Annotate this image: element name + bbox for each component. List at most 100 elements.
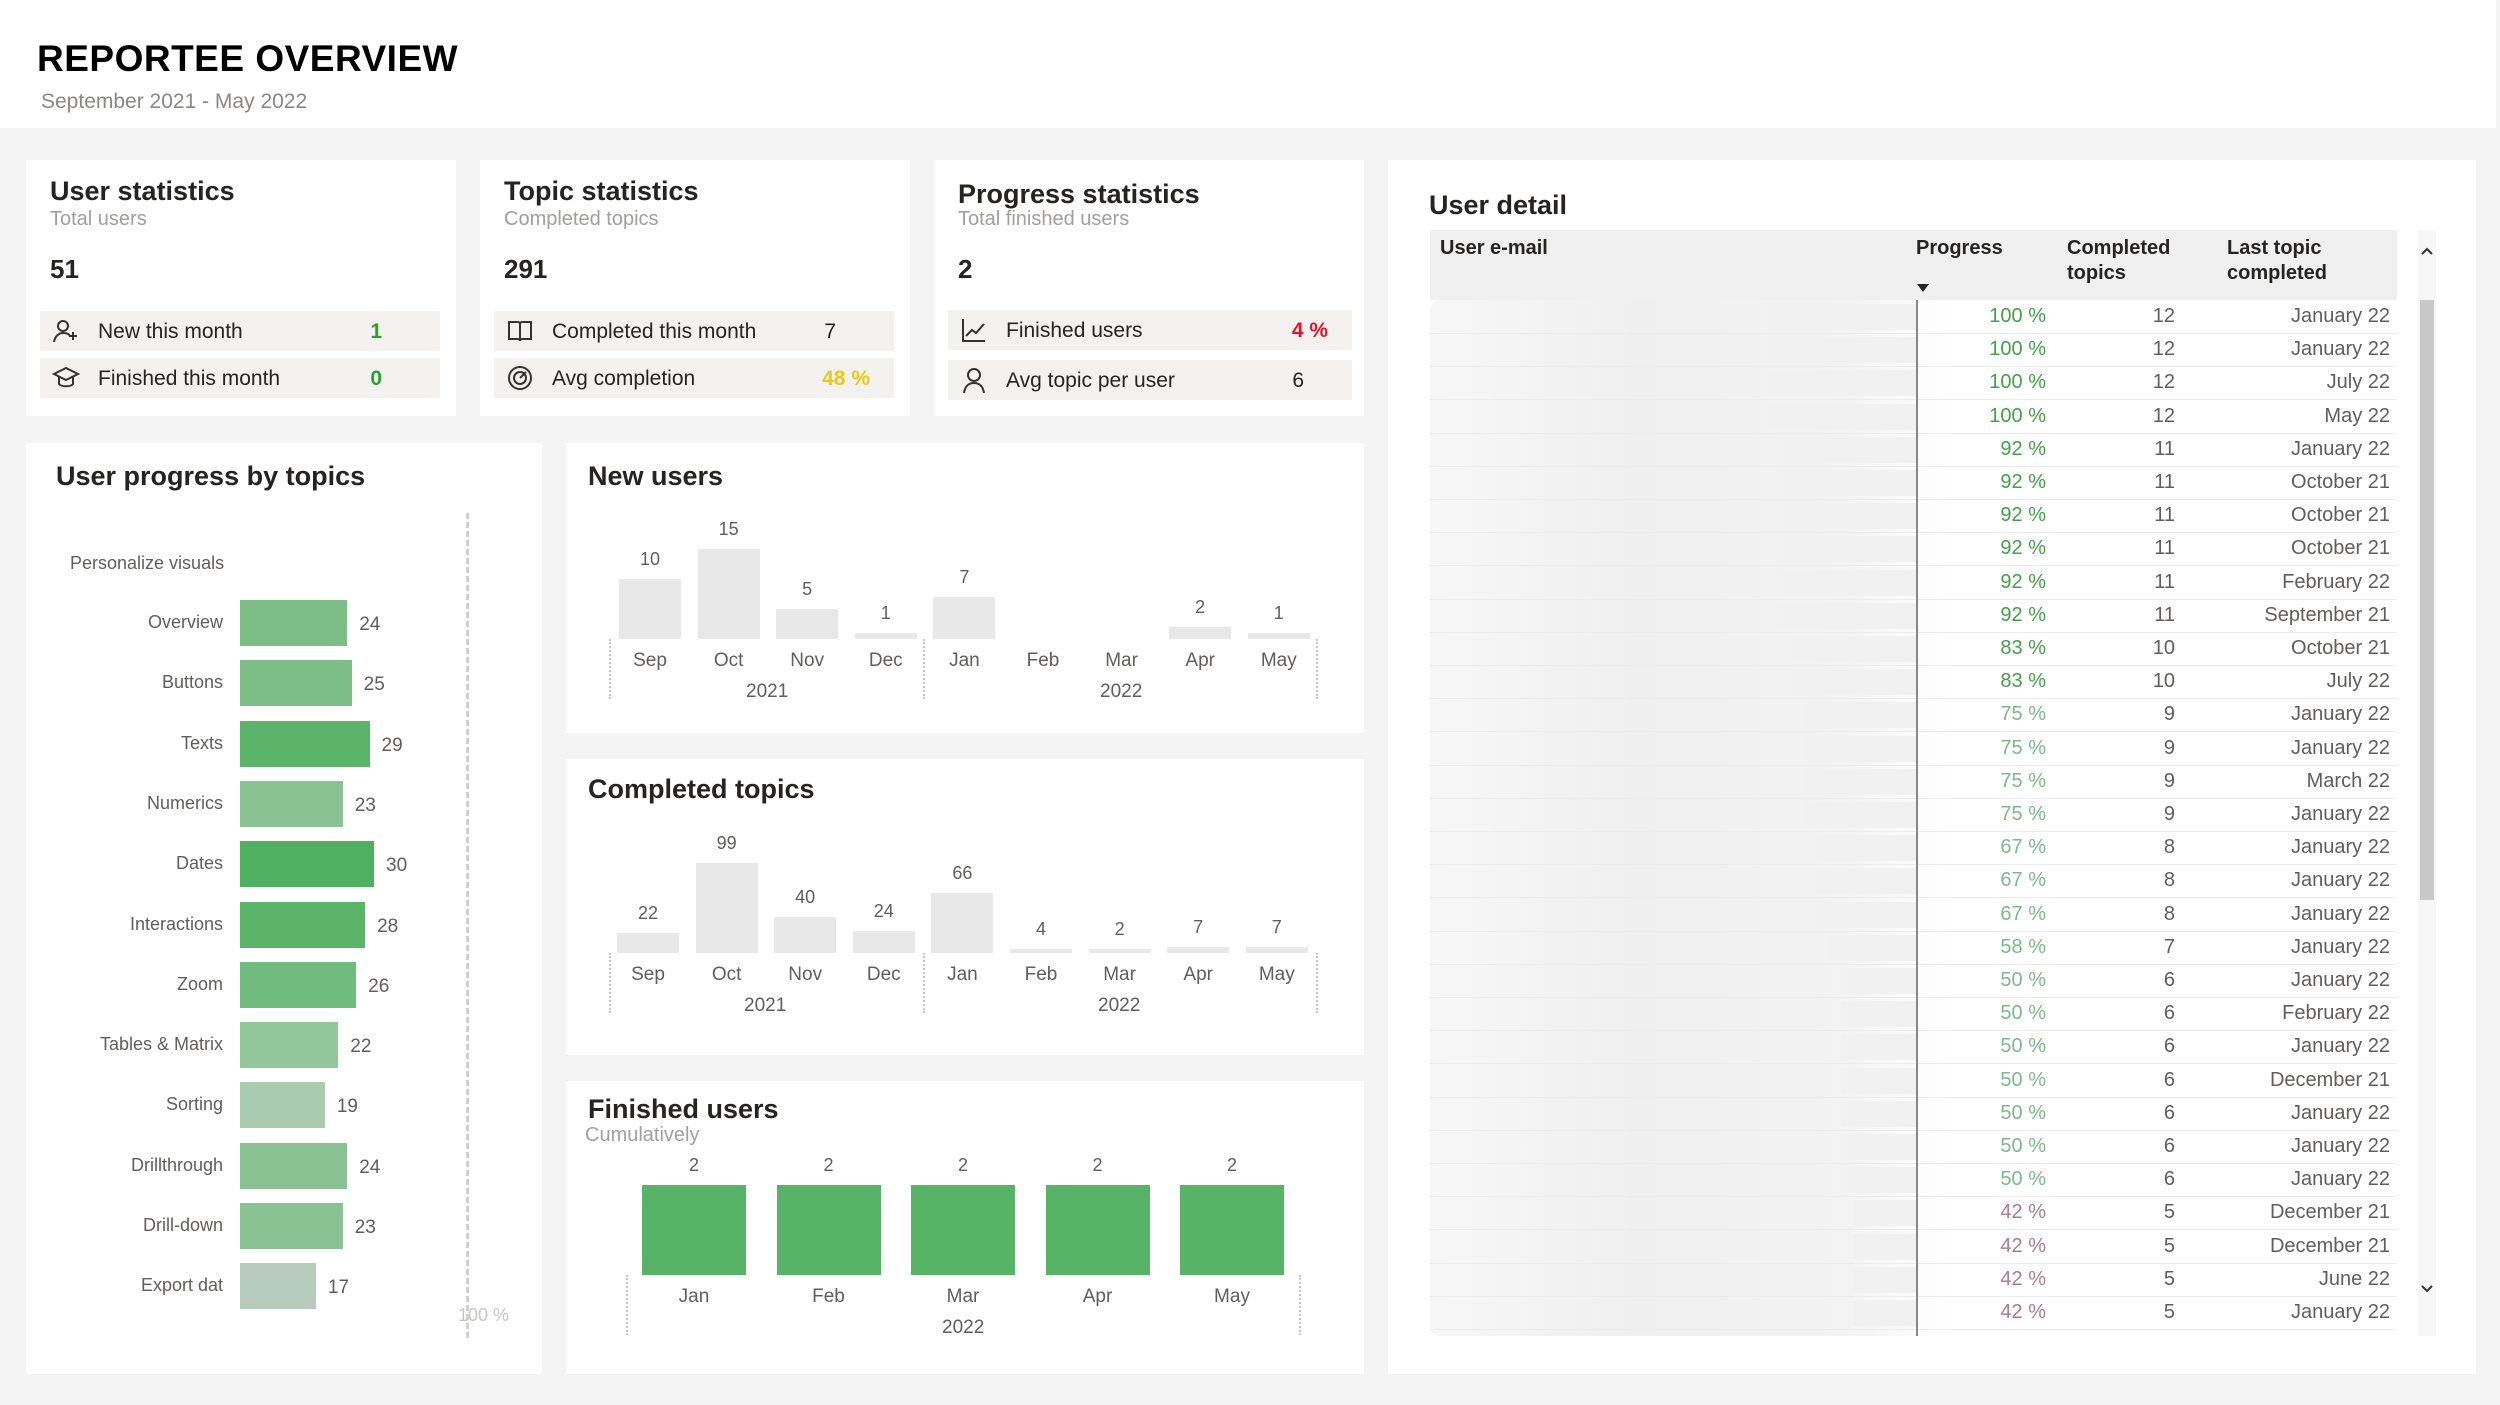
sort-descending-icon[interactable] bbox=[1915, 282, 1931, 294]
table-row[interactable]: 75 % 9 January 22 bbox=[1430, 798, 2397, 832]
completed-topics-cell: 5 bbox=[2163, 1201, 2175, 1224]
progress-cell: 67 % bbox=[2000, 869, 2046, 892]
topic-bar[interactable] bbox=[240, 720, 370, 767]
table-row[interactable]: 67 % 8 January 22 bbox=[1430, 898, 2397, 932]
bar[interactable] bbox=[619, 579, 681, 639]
progress-statistics-card[interactable]: Progress statistics Total finished users… bbox=[934, 160, 1364, 416]
topic-label[interactable]: Dates bbox=[175, 853, 223, 874]
column-last-topic[interactable]: Last topic completed bbox=[2227, 236, 2327, 286]
topic-label[interactable]: Interactions bbox=[129, 913, 223, 934]
bar[interactable] bbox=[1180, 1185, 1284, 1275]
completed-topics-chart[interactable]: Completed topics 22 Sep 99 Oct 40 Nov 24 Dec 66 J… bbox=[566, 759, 1364, 1055]
table-row[interactable]: 83 % 10 July 22 bbox=[1430, 665, 2397, 700]
topic-label[interactable]: Numerics bbox=[146, 792, 223, 813]
table-row[interactable]: 67 % 8 January 22 bbox=[1430, 831, 2397, 866]
table-row[interactable]: 75 % 9 March 22 bbox=[1430, 765, 2397, 799]
scrollbar-track[interactable] bbox=[2418, 230, 2436, 1336]
table-row[interactable]: 50 % 6 February 22 bbox=[1430, 997, 2397, 1032]
table-row[interactable]: 92 % 11 February 22 bbox=[1430, 566, 2397, 600]
column-completed-topics[interactable]: Completed topics bbox=[2067, 236, 2170, 286]
x-axis-label: May bbox=[1214, 1286, 1250, 1307]
topic-bar[interactable] bbox=[240, 600, 348, 646]
table-row[interactable]: 92 % 11 October 21 bbox=[1430, 466, 2397, 500]
user-statistics-card[interactable]: User statistics Total users 51 New this … bbox=[26, 160, 456, 416]
bar[interactable] bbox=[776, 1185, 881, 1275]
bar[interactable] bbox=[697, 549, 760, 639]
bar[interactable] bbox=[642, 1185, 746, 1275]
table-row[interactable]: 92 % 11 September 21 bbox=[1430, 599, 2397, 633]
progress-bar-bg bbox=[1829, 934, 1916, 961]
topic-label[interactable]: Drillthrough bbox=[130, 1154, 223, 1175]
table-row[interactable]: 42 % 5 December 21 bbox=[1430, 1196, 2397, 1231]
topic-bar[interactable] bbox=[240, 961, 357, 1008]
topic-bar[interactable] bbox=[240, 780, 343, 827]
topic-bar[interactable] bbox=[240, 660, 352, 707]
bar[interactable] bbox=[911, 1185, 1015, 1275]
table-row[interactable]: 75 % 9 January 22 bbox=[1430, 732, 2397, 766]
topic-label[interactable]: Tables & Matrix bbox=[99, 1034, 223, 1055]
table-row[interactable]: 50 % 6 January 22 bbox=[1430, 1163, 2397, 1198]
scrollbar-thumb[interactable] bbox=[2420, 300, 2434, 900]
chart-title: New users bbox=[588, 461, 724, 491]
topic-bar[interactable] bbox=[240, 841, 374, 888]
scroll-down-icon[interactable] bbox=[2418, 1282, 2436, 1296]
table-row[interactable]: 58 % 7 January 22 bbox=[1430, 931, 2397, 965]
topic-bar[interactable] bbox=[240, 1142, 348, 1189]
topic-bar[interactable] bbox=[240, 1022, 339, 1069]
topic-bar[interactable] bbox=[240, 1082, 325, 1129]
table-row[interactable]: 100 % 12 July 22 bbox=[1430, 366, 2397, 401]
finished-users-chart[interactable]: Finished users Cumulatively 2 Jan 2 Feb 2 Mar… bbox=[566, 1081, 1364, 1374]
topic-label[interactable]: Zoom bbox=[176, 973, 223, 994]
bar[interactable] bbox=[931, 893, 994, 953]
table-row[interactable]: 50 % 6 December 21 bbox=[1430, 1064, 2397, 1098]
table-row[interactable]: 92 % 11 October 21 bbox=[1430, 532, 2397, 567]
topic-label[interactable]: Drill-down bbox=[142, 1215, 223, 1235]
bar[interactable] bbox=[1045, 1185, 1150, 1275]
user-detail-table[interactable]: User detail User e-mail Progress Complet… bbox=[1388, 160, 2476, 1374]
bar[interactable] bbox=[933, 597, 996, 639]
table-row[interactable]: 42 % 5 January 22 bbox=[1430, 1296, 2397, 1330]
table-row[interactable]: 50 % 6 January 22 bbox=[1430, 1130, 2397, 1164]
progress-cell: 83 % bbox=[2000, 637, 2046, 659]
table-row[interactable]: 100 % 12 January 22 bbox=[1430, 333, 2397, 368]
table-row[interactable]: 100 % 12 January 22 bbox=[1430, 300, 2397, 334]
new-users-chart[interactable]: New users 10 Sep 15 Oct 5 Nov 1 Dec 7 Jan Feb Mar 2 A… bbox=[566, 443, 1364, 733]
bar[interactable] bbox=[695, 863, 758, 953]
table-row[interactable]: 92 % 11 October 21 bbox=[1430, 499, 2397, 534]
user-progress-chart[interactable]: User progress by topics Personalize visu… bbox=[26, 443, 542, 1374]
table-row[interactable]: 100 % 12 May 22 bbox=[1430, 400, 2397, 434]
bar[interactable] bbox=[774, 916, 837, 953]
table-row[interactable]: 75 % 9 January 22 bbox=[1430, 698, 2397, 733]
table-row[interactable]: 92 % 11 January 22 bbox=[1430, 433, 2397, 467]
bar[interactable] bbox=[617, 933, 679, 953]
bar[interactable] bbox=[1010, 949, 1072, 953]
topic-bar[interactable] bbox=[240, 901, 366, 948]
bar[interactable] bbox=[1247, 633, 1310, 639]
topic-label[interactable]: Texts bbox=[180, 732, 223, 753]
bar[interactable] bbox=[1167, 946, 1230, 953]
topic-label[interactable]: Sorting bbox=[165, 1094, 223, 1115]
topic-bar[interactable] bbox=[240, 1203, 343, 1249]
bar[interactable] bbox=[1088, 949, 1151, 953]
bar[interactable] bbox=[776, 609, 839, 639]
column-progress[interactable]: Progress bbox=[1916, 237, 2003, 259]
table-row[interactable]: 67 % 8 January 22 bbox=[1430, 864, 2397, 899]
bar[interactable] bbox=[852, 931, 915, 953]
scroll-up-icon[interactable] bbox=[2418, 244, 2436, 258]
table-row[interactable]: 50 % 6 January 22 bbox=[1430, 1097, 2397, 1131]
topic-bar[interactable] bbox=[240, 1263, 316, 1310]
table-row[interactable]: 50 % 6 January 22 bbox=[1430, 1030, 2397, 1065]
bar[interactable] bbox=[854, 633, 917, 639]
column-user-email[interactable]: User e-mail bbox=[1440, 237, 1548, 259]
completed-topics-cell: 9 bbox=[2163, 736, 2175, 759]
topic-label[interactable]: Export dat bbox=[140, 1275, 223, 1296]
table-row[interactable]: 50 % 6 January 22 bbox=[1430, 964, 2397, 998]
topic-statistics-card[interactable]: Topic statistics Completed topics 291 Co… bbox=[480, 160, 910, 416]
table-row[interactable]: 42 % 5 June 22 bbox=[1430, 1263, 2397, 1297]
bar[interactable] bbox=[1169, 627, 1232, 639]
bar[interactable] bbox=[1245, 946, 1308, 953]
topic-label[interactable]: Buttons bbox=[161, 672, 223, 693]
table-row[interactable]: 83 % 10 October 21 bbox=[1430, 632, 2397, 666]
table-row[interactable]: 42 % 5 December 21 bbox=[1430, 1230, 2397, 1264]
topic-label[interactable]: Overview bbox=[147, 612, 223, 632]
